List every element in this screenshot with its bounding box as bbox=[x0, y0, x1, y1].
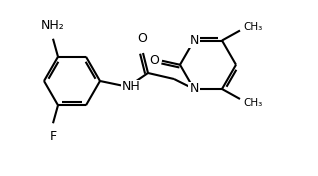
Text: F: F bbox=[49, 130, 57, 143]
Text: NH: NH bbox=[122, 80, 141, 93]
Text: N: N bbox=[189, 83, 199, 96]
Text: NH₂: NH₂ bbox=[41, 19, 65, 32]
Text: O: O bbox=[137, 32, 147, 45]
Text: CH₃: CH₃ bbox=[243, 98, 262, 108]
Text: O: O bbox=[149, 54, 159, 67]
Text: CH₃: CH₃ bbox=[243, 21, 262, 32]
Text: N: N bbox=[189, 34, 199, 47]
